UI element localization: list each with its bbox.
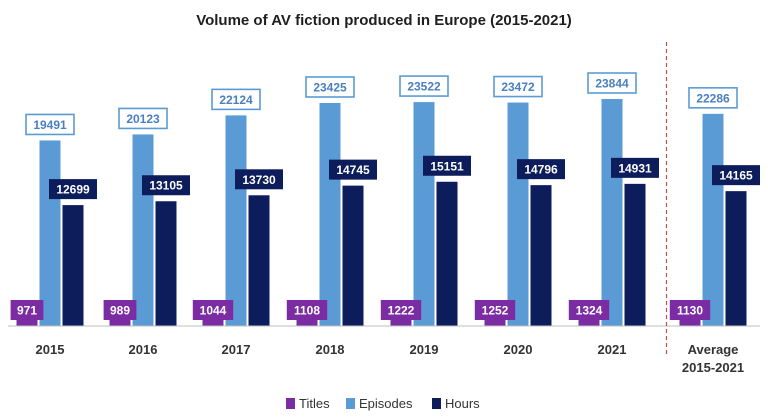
data-label: 20123 <box>126 112 160 126</box>
data-label-box <box>10 300 44 320</box>
data-label: 13730 <box>242 173 276 187</box>
bar-hours <box>342 185 364 326</box>
data-label: 15151 <box>430 159 464 173</box>
data-label-box <box>25 113 75 136</box>
bar-hours <box>155 201 177 326</box>
data-label: 1222 <box>388 304 415 318</box>
data-label-box <box>305 76 355 98</box>
data-label-box <box>235 169 283 190</box>
data-label: 23425 <box>313 80 347 94</box>
legend-label-hours: Hours <box>445 396 480 411</box>
bar-episodes <box>225 115 247 326</box>
data-label-box <box>669 300 711 320</box>
x-tick-label: 2017 <box>222 342 251 357</box>
data-label: 14745 <box>336 163 370 177</box>
data-label: 22286 <box>696 91 730 105</box>
data-label-box <box>587 72 637 94</box>
bar-episodes <box>507 102 529 326</box>
data-label: 971 <box>17 304 37 318</box>
bar-hours <box>436 181 458 326</box>
x-tick-label: 2015 <box>36 342 65 357</box>
data-label-box <box>103 300 137 320</box>
chart-title: Volume of AV fiction produced in Europe … <box>196 12 572 29</box>
data-label-box <box>286 300 328 320</box>
bar-hours <box>624 183 646 326</box>
bar-titles <box>202 316 224 326</box>
data-label-box <box>142 175 190 196</box>
legend-swatch-hours <box>432 398 441 409</box>
data-label: 1044 <box>200 304 227 318</box>
bar-titles <box>484 314 506 326</box>
data-label: 1108 <box>294 304 320 318</box>
bar-titles <box>16 316 38 326</box>
bar-titles <box>296 315 318 326</box>
data-label: 989 <box>110 304 130 318</box>
legend-label-titles: Titles <box>299 396 330 411</box>
data-label-box <box>380 300 422 320</box>
data-label: 23844 <box>595 77 629 91</box>
data-label-box <box>423 155 471 176</box>
x-tick-label: 2021 <box>598 342 627 357</box>
x-tick-label: 2016 <box>129 342 158 357</box>
bar-hours <box>530 185 552 326</box>
labels-layer: 971 989 1044 1108 1222 1252 1324 1130 19491 20123… <box>8 42 760 375</box>
data-label-box <box>568 300 610 320</box>
data-label-box <box>329 159 377 180</box>
data-label: 12699 <box>56 183 90 197</box>
bar-hours <box>725 191 747 326</box>
legend-label-episodes: Episodes <box>359 396 413 411</box>
bar-episodes <box>319 102 341 326</box>
data-label: 1324 <box>576 304 603 318</box>
data-label-box <box>712 165 760 186</box>
bar-episodes <box>132 134 154 326</box>
bar-episodes <box>413 102 435 326</box>
x-tick-label: 2015-2021 <box>682 360 744 375</box>
legend-swatch-episodes <box>346 398 355 409</box>
x-tick-label: 2019 <box>410 342 439 357</box>
bar-titles <box>390 314 412 326</box>
data-label-box <box>49 179 97 200</box>
data-label-box <box>688 87 738 109</box>
data-label: 14931 <box>618 161 652 175</box>
x-tick-label: 2020 <box>504 342 533 357</box>
bar-hours <box>248 195 270 326</box>
data-label-box <box>611 157 659 178</box>
data-label-box <box>211 88 261 111</box>
bars-layer <box>16 99 747 326</box>
data-label: 14165 <box>719 169 753 183</box>
x-tick-label: Average <box>688 342 739 357</box>
data-label-box <box>399 75 449 97</box>
data-label-box <box>474 300 516 320</box>
data-label: 23522 <box>407 80 441 94</box>
data-label: 22124 <box>219 93 253 107</box>
bar-episodes <box>39 140 61 326</box>
legend-swatch-titles <box>286 398 295 409</box>
bar-hours <box>62 205 84 326</box>
bar-titles <box>109 316 131 326</box>
bar-episodes <box>702 113 724 326</box>
bar-titles <box>679 315 701 326</box>
data-label-box <box>517 159 565 180</box>
data-label-box <box>493 75 543 98</box>
data-label: 1252 <box>482 304 509 318</box>
data-label: 1130 <box>677 304 703 318</box>
bar-episodes <box>601 99 623 326</box>
data-label-box <box>192 300 234 320</box>
data-label: 13105 <box>149 179 183 193</box>
data-label: 19491 <box>33 118 67 132</box>
legend: Titles Episodes Hours <box>286 396 480 411</box>
data-label: 23472 <box>501 80 535 94</box>
data-label-box <box>118 107 168 130</box>
x-tick-label: 2018 <box>316 342 345 357</box>
data-label: 14796 <box>524 163 558 177</box>
